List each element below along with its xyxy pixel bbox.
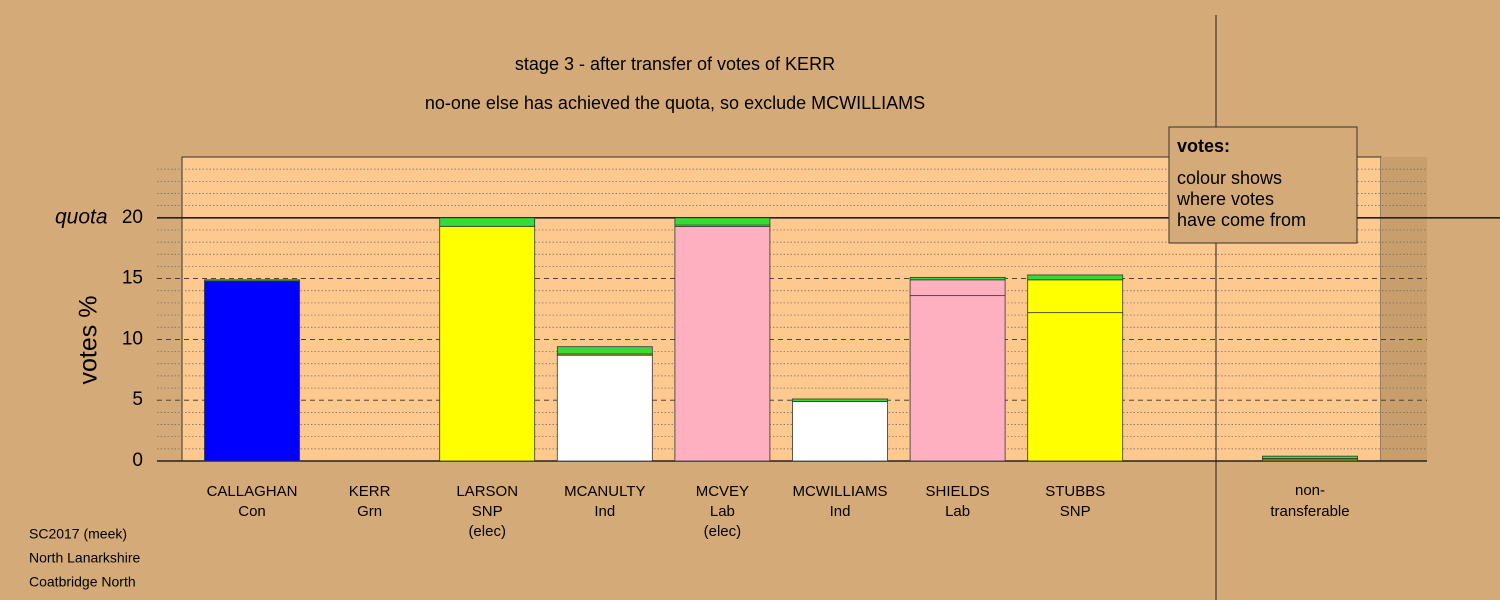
x-tick-label: KERR xyxy=(349,483,391,500)
bar-segment xyxy=(439,217,536,227)
legend-box xyxy=(1168,126,1358,244)
y-tick-label: 10 xyxy=(122,328,143,349)
x-tick-label: SHIELDS xyxy=(925,483,989,500)
bar-segment xyxy=(674,217,771,226)
bar-segment xyxy=(909,295,1006,462)
grid: 0 5 10 15 20 quota xyxy=(55,168,1500,471)
x-tick-label: MCWILLIAMS xyxy=(792,483,887,500)
x-tick-label: Grn xyxy=(357,503,382,520)
y-tick-label: 0 xyxy=(132,450,143,471)
x-tick-label: STUBBS xyxy=(1045,483,1105,500)
bar-segment xyxy=(1262,455,1358,459)
y-tick-label: 15 xyxy=(122,268,143,289)
x-tick-label: CALLAGHAN xyxy=(207,483,298,500)
x-tick-label: SNP xyxy=(472,503,503,520)
x-tick-label: Ind xyxy=(830,503,851,520)
bar-segment xyxy=(439,225,536,462)
side-shade xyxy=(1381,157,1427,461)
legend-text: where votes xyxy=(1176,189,1274,209)
bar-segment xyxy=(909,279,1006,297)
legend-text: have come from xyxy=(1177,210,1306,230)
bar-segment xyxy=(909,276,1006,281)
x-tick-label: Lab xyxy=(710,503,735,520)
bar-segment xyxy=(1027,312,1124,462)
x-tick-label: LARSON xyxy=(456,483,518,500)
bars: CALLAGHAN Con KERR Grn LARSON SNP (elec) MCANUL… xyxy=(204,217,1358,540)
bar-segment xyxy=(792,398,888,402)
x-tick-label: transferable xyxy=(1270,503,1349,520)
x-tick-label: (elec) xyxy=(468,523,506,540)
bar-segment xyxy=(556,354,653,462)
bar-segment xyxy=(204,279,300,282)
legend-title: votes: xyxy=(1177,136,1230,156)
bar-segment xyxy=(792,401,888,462)
quota-label: quota xyxy=(55,205,108,228)
footer-text: North Lanarkshire xyxy=(29,550,140,566)
x-tick-label: (elec) xyxy=(704,523,742,540)
x-tick-label: non- xyxy=(1295,482,1325,499)
x-tick-label: Con xyxy=(238,503,266,520)
footer-text: SC2017 (meek) xyxy=(29,526,127,542)
bar-segment xyxy=(1027,279,1124,314)
x-tick-label: Lab xyxy=(945,503,970,520)
chart-title: stage 3 - after transfer of votes of KER… xyxy=(515,54,835,74)
x-tick-label: SNP xyxy=(1060,503,1091,520)
legend-text: colour shows xyxy=(1177,168,1282,188)
chart-subtitle: no-one else has achieved the quota, so e… xyxy=(425,93,925,113)
footer-text: Coatbridge North xyxy=(29,574,136,590)
y-tick-label: 5 xyxy=(132,389,143,410)
x-tick-label: Ind xyxy=(594,503,615,520)
bar-segment xyxy=(556,346,653,355)
bar-segment xyxy=(204,280,300,462)
bar-segment xyxy=(1027,274,1124,281)
x-tick-label: MCANULTY xyxy=(564,483,645,500)
x-tick-label: MCVEY xyxy=(696,483,749,500)
y-axis-label: votes % xyxy=(75,296,103,385)
bar-segment xyxy=(674,225,771,462)
y-tick-label: 20 xyxy=(122,207,143,228)
